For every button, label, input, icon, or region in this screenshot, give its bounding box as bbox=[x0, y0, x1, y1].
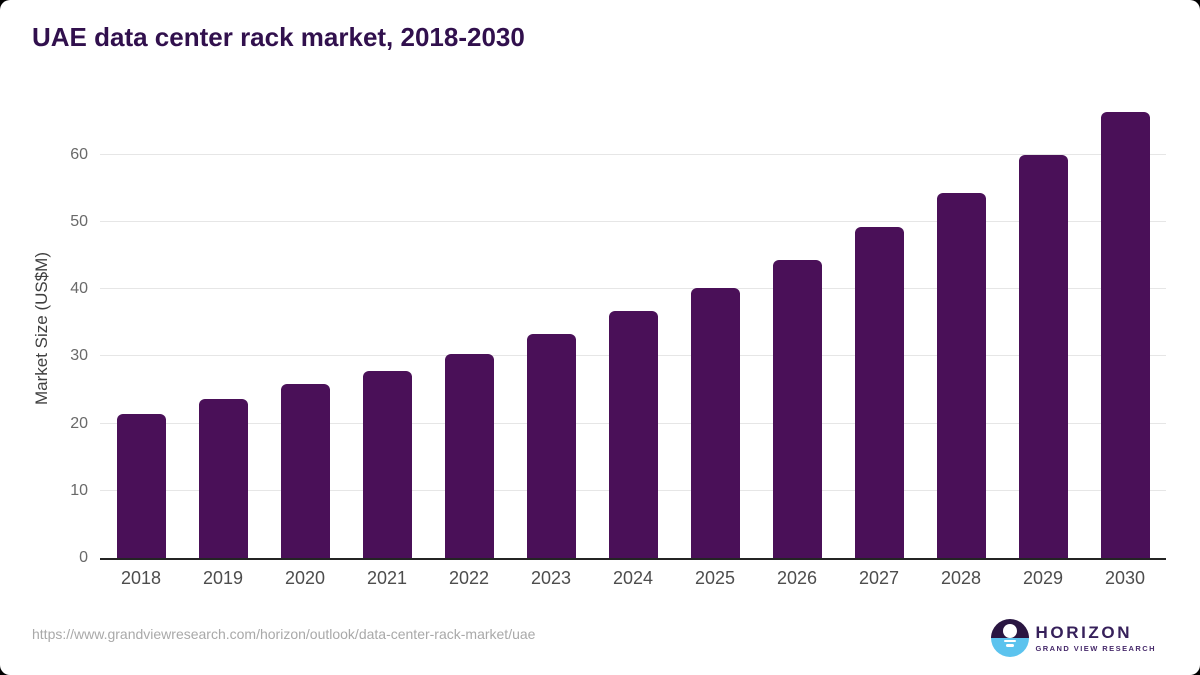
bar-2027 bbox=[854, 227, 904, 558]
y-tick-label-60: 60 bbox=[70, 145, 88, 163]
bar-2019 bbox=[198, 399, 248, 558]
y-tick-label-50: 50 bbox=[70, 212, 88, 230]
bar-2026 bbox=[772, 259, 822, 558]
bar-2023 bbox=[526, 333, 576, 558]
horizon-reflection-line-icon bbox=[1005, 644, 1014, 647]
y-tick-label-30: 30 bbox=[70, 347, 88, 365]
bar-slot-2022 bbox=[428, 99, 510, 558]
bar-series bbox=[100, 99, 1166, 558]
x-tick-label-2018: 2018 bbox=[120, 568, 162, 588]
logo-text-block: HORIZON GRAND VIEW RESEARCH bbox=[1035, 622, 1156, 653]
bar-2020 bbox=[280, 383, 330, 558]
x-tick-label-2029: 2029 bbox=[1022, 568, 1064, 588]
bar-slot-2029 bbox=[1002, 99, 1084, 558]
source-url: https://www.grandviewresearch.com/horizo… bbox=[32, 626, 536, 642]
bar-slot-2021 bbox=[346, 99, 428, 558]
bar-slot-2027 bbox=[838, 99, 920, 558]
bar-slot-2020 bbox=[264, 99, 346, 558]
x-tick-label-2022: 2022 bbox=[448, 568, 490, 588]
horizon-logo-icon bbox=[990, 619, 1029, 657]
bar-slot-2018 bbox=[100, 99, 182, 558]
bar-2030 bbox=[1100, 112, 1150, 558]
bar-slot-2023 bbox=[510, 99, 592, 558]
x-axis-tick-labels: 2018 2019 2020 2021 2022 2023 2024 2025 2026 2027… bbox=[100, 568, 1166, 589]
x-tick-label-2026: 2026 bbox=[776, 568, 818, 588]
gridline-60 bbox=[100, 153, 1166, 155]
bar-2025 bbox=[690, 287, 740, 558]
y-tick-label-10: 10 bbox=[70, 481, 88, 499]
bar-slot-2030 bbox=[1084, 99, 1166, 558]
x-tick-label-2019: 2019 bbox=[202, 568, 244, 588]
horizon-logo: HORIZON GRAND VIEW RESEARCH bbox=[990, 619, 1156, 657]
bar-slot-2024 bbox=[592, 99, 674, 558]
sun-circle-icon bbox=[1002, 624, 1017, 638]
chart-title: UAE data center rack market, 2018-2030 bbox=[32, 22, 525, 52]
x-tick-label-2028: 2028 bbox=[940, 568, 982, 588]
y-tick-label-0: 0 bbox=[79, 549, 88, 566]
bar-2024 bbox=[608, 311, 658, 558]
gridline-40 bbox=[100, 288, 1166, 290]
bar-2028 bbox=[936, 193, 986, 558]
bar-slot-2025 bbox=[674, 99, 756, 558]
gridline-50 bbox=[100, 220, 1166, 222]
logo-wordmark: HORIZON bbox=[1035, 622, 1133, 642]
horizon-reflection-line-icon bbox=[1003, 639, 1016, 642]
bar-2018 bbox=[116, 413, 166, 558]
x-tick-label-2020: 2020 bbox=[284, 568, 326, 588]
y-tick-label-40: 40 bbox=[70, 280, 88, 298]
logo-subtitle: GRAND VIEW RESEARCH bbox=[1035, 643, 1156, 653]
x-tick-label-2030: 2030 bbox=[1104, 568, 1146, 588]
plot-area bbox=[100, 99, 1166, 558]
x-axis-line bbox=[100, 558, 1166, 560]
bar-slot-2026 bbox=[756, 99, 838, 558]
x-tick-label-2025: 2025 bbox=[694, 568, 736, 588]
x-tick-label-2024: 2024 bbox=[612, 568, 654, 588]
bar-slot-2028 bbox=[920, 99, 1002, 558]
x-tick-label-2023: 2023 bbox=[530, 568, 572, 588]
bar-2021 bbox=[362, 370, 412, 558]
y-tick-label-20: 20 bbox=[70, 414, 88, 432]
x-tick-label-2027: 2027 bbox=[858, 568, 900, 588]
bar-2029 bbox=[1018, 155, 1068, 558]
y-axis-tick-labels: 0 10 20 30 40 50 60 bbox=[0, 99, 88, 566]
bar-2022 bbox=[444, 353, 494, 558]
bar-slot-2019 bbox=[182, 99, 264, 558]
x-tick-label-2021: 2021 bbox=[366, 568, 408, 588]
